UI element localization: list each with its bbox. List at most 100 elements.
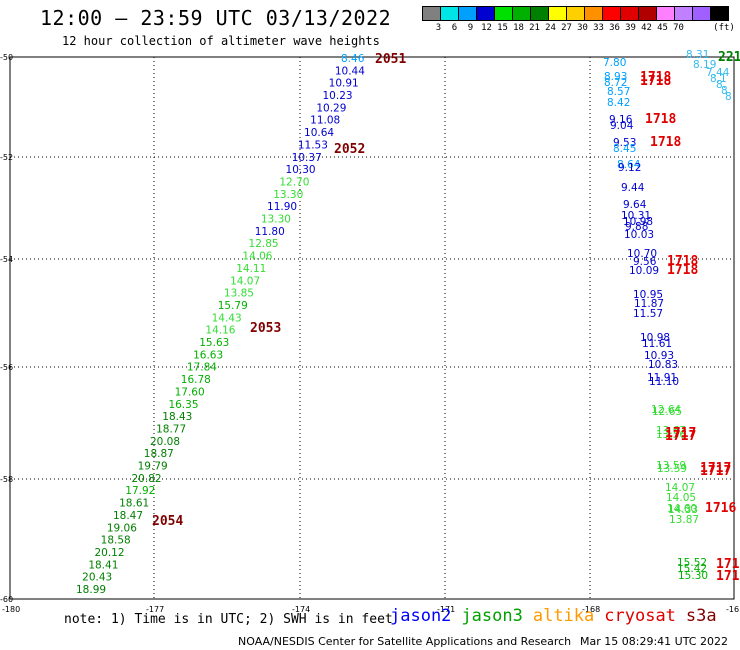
wave-height-value: 11.10 bbox=[649, 376, 679, 388]
legend-item-jason3: jason3 bbox=[461, 606, 523, 626]
wave-height-value: 15.52 bbox=[677, 557, 707, 569]
wave-height-value: 13.59 bbox=[656, 460, 686, 472]
wave-height-value: 8.31 bbox=[686, 49, 709, 61]
wave-height-value: 15.79 bbox=[218, 300, 248, 312]
wave-height-value: 14.06 bbox=[242, 251, 272, 263]
wave-height-value: 14.33 bbox=[668, 504, 698, 516]
color-scale-swatch bbox=[602, 6, 621, 21]
wave-height-value: 13.30 bbox=[261, 214, 291, 226]
wave-height-value: 8.93 bbox=[604, 71, 627, 83]
legend-item-cryosat: cryosat bbox=[604, 606, 676, 626]
wave-height-value: 18.43 bbox=[162, 411, 192, 423]
pass-number-label: 1718 bbox=[645, 112, 676, 127]
color-scale-swatch bbox=[584, 6, 603, 21]
longitude-tick-label: -177 bbox=[146, 605, 164, 614]
wave-height-value: 18.41 bbox=[88, 559, 118, 571]
wave-height-value: 14.43 bbox=[212, 312, 242, 324]
wave-height-value: 10.98 bbox=[623, 216, 653, 228]
wave-height-value: 10.93 bbox=[644, 350, 674, 362]
wave-height-value: 16.35 bbox=[168, 399, 198, 411]
wave-height-value: 9.04 bbox=[610, 120, 634, 132]
color-scale-swatch bbox=[458, 6, 477, 21]
pass-number-label: 1717 bbox=[700, 461, 731, 476]
pass-number-label: 1716 bbox=[705, 501, 736, 516]
wave-height-value: 9.12 bbox=[618, 162, 641, 174]
wave-height-value: 8.19 bbox=[693, 59, 716, 71]
color-scale-label: 70 bbox=[673, 23, 684, 33]
wave-height-value: 8.42 bbox=[607, 97, 630, 109]
wave-height-value: 14.11 bbox=[236, 263, 266, 275]
wave-height-value: 12.70 bbox=[279, 176, 309, 188]
wave-height-value: 8.64 bbox=[617, 159, 641, 171]
wave-height-value: 10.29 bbox=[316, 102, 346, 114]
color-scale-swatch bbox=[440, 6, 459, 21]
wave-height-value: 17.84 bbox=[187, 362, 217, 374]
wave-height-value: 10.37 bbox=[292, 152, 322, 164]
pass-number-label: 221 bbox=[718, 50, 740, 65]
color-scale-swatch bbox=[566, 6, 585, 21]
color-scale-label: 24 bbox=[545, 23, 556, 33]
color-scale-label: 6 bbox=[451, 23, 458, 33]
wave-height-value: 8 bbox=[725, 91, 732, 103]
longitude-tick-label: -16 bbox=[726, 605, 739, 614]
wave-height-value: 20.08 bbox=[150, 436, 180, 448]
wave-height-value: 14.07 bbox=[665, 482, 695, 494]
color-scale-label: 33 bbox=[593, 23, 604, 33]
color-scale-swatch bbox=[674, 6, 693, 21]
legend-item-altika: altika bbox=[532, 606, 595, 626]
color-scale-label: 18 bbox=[513, 23, 524, 33]
color-scale-label: 39 bbox=[625, 23, 636, 33]
wave-height-value: 18.87 bbox=[144, 448, 174, 460]
wave-height-value: 13.67 bbox=[656, 425, 686, 437]
wave-height-value: 7.44 bbox=[706, 67, 730, 79]
wave-height-value: 18.47 bbox=[113, 510, 143, 522]
color-scale-label: 9 bbox=[467, 23, 474, 33]
pass-number-label: 1717 bbox=[665, 429, 696, 444]
wave-height-value: 20.82 bbox=[131, 473, 161, 485]
wave-height-value: 10.64 bbox=[304, 127, 334, 139]
color-scale-label: 12 bbox=[481, 23, 492, 33]
map-frame bbox=[9, 56, 735, 600]
color-scale-label: 36 bbox=[609, 23, 620, 33]
wave-height-value: 10.91 bbox=[329, 78, 359, 90]
wave-height-value: 20.12 bbox=[94, 547, 124, 559]
wave-height-value: 7.80 bbox=[603, 57, 626, 69]
color-scale-swatch bbox=[620, 6, 639, 21]
wave-height-value: 15.30 bbox=[678, 570, 708, 582]
wave-height-value: 12.64 bbox=[651, 404, 681, 416]
wave-height-value: 9.56 bbox=[633, 256, 657, 268]
wave-height-value: 10.03 bbox=[624, 229, 654, 241]
wave-height-value: 14.05 bbox=[666, 492, 696, 504]
color-scale-swatch bbox=[638, 6, 657, 21]
wave-height-value: 14.16 bbox=[205, 325, 235, 337]
wave-height-value: 11.53 bbox=[298, 139, 328, 151]
wave-height-value: 9.53 bbox=[613, 137, 636, 149]
longitude-tick-label: -171 bbox=[437, 605, 455, 614]
color-scale-label: 45 bbox=[657, 23, 668, 33]
pass-number-label: 1718 bbox=[667, 254, 698, 269]
wave-height-value: 11.80 bbox=[255, 226, 285, 238]
color-scale-labels: 3 6 9 12 15 18 21 24 27 30 33 36 39 42 45 70 (ft) bbox=[422, 23, 735, 35]
color-scale-bar bbox=[422, 6, 729, 21]
pass-number-label: 1718 bbox=[667, 263, 698, 278]
latitude-tick-label: -60 bbox=[0, 595, 13, 604]
wave-height-value: 16.78 bbox=[181, 374, 211, 386]
wave-height-value: 10.23 bbox=[323, 90, 353, 102]
wave-height-value: 10.95 bbox=[633, 289, 663, 301]
longitude-tick-label: -174 bbox=[292, 605, 310, 614]
wave-height-value: 8.45 bbox=[613, 143, 636, 155]
legend-item-jason2: jason2 bbox=[390, 606, 452, 626]
pass-number-label: 1717 bbox=[700, 464, 731, 479]
wave-height-value: 15.42 bbox=[677, 563, 707, 575]
wave-height-value: 8.72 bbox=[604, 77, 627, 89]
color-scale-swatch bbox=[710, 6, 729, 21]
wave-height-value: 10.30 bbox=[286, 164, 316, 176]
wave-height-value: 13.30 bbox=[273, 189, 303, 201]
color-scale-swatch bbox=[548, 6, 567, 21]
page-title: 12:00 – 23:59 UTC 03/13/2022 bbox=[40, 6, 392, 30]
wave-height-value: 13.85 bbox=[224, 288, 254, 300]
wave-height-value: 16.63 bbox=[193, 349, 223, 361]
latitude-tick-label: -52 bbox=[0, 153, 13, 162]
